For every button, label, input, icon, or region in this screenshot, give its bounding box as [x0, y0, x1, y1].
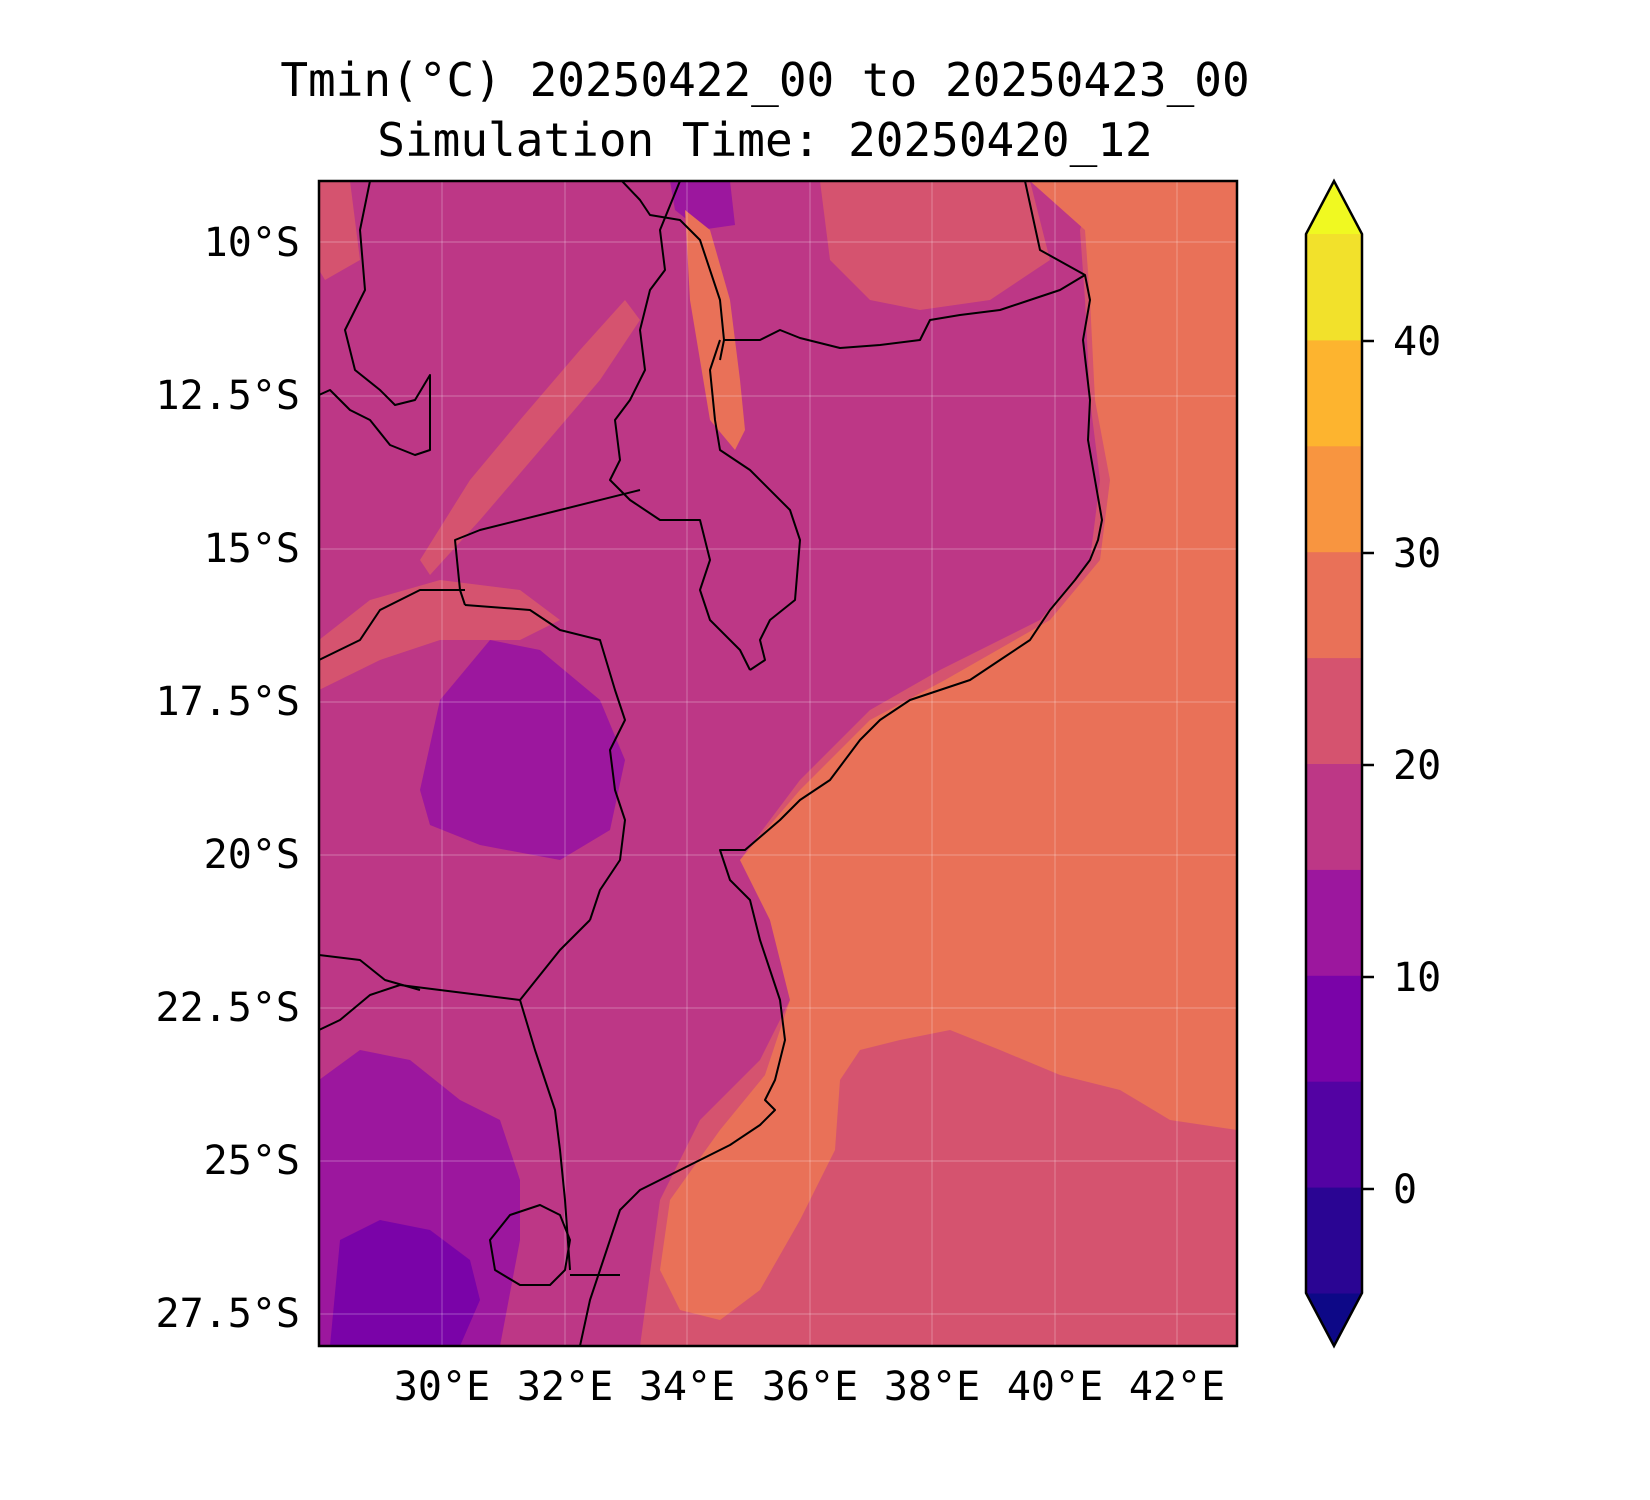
colorbar-extend-high — [1306, 181, 1362, 234]
country-borders — [319, 181, 1103, 1346]
colorbar-extend-low — [1306, 1293, 1362, 1346]
colorbar-segment — [1306, 1187, 1362, 1294]
colorbar-segment — [1306, 657, 1362, 764]
lon-ticks: 30°E 32°E 34°E 36°E 38°E 40°E 42°E — [394, 1364, 1225, 1410]
coastline — [579, 181, 1103, 1346]
colorbar-segment — [1306, 1081, 1362, 1188]
lat-tick-label: 15°S — [204, 526, 300, 572]
cold-region-south — [330, 1220, 480, 1346]
colorbar: 0 10 20 30 40 — [1304, 178, 1441, 1349]
lat-tick-label: 17.5°S — [156, 679, 301, 725]
lon-tick-label: 34°E — [639, 1364, 735, 1410]
lon-tick-label: 32°E — [517, 1364, 613, 1410]
colorbar-tick-label: 10 — [1393, 955, 1441, 1001]
colorbar-segment — [1306, 763, 1362, 870]
colorbar-tick-label: 30 — [1393, 531, 1441, 577]
lat-tick-label: 10°S — [204, 220, 300, 266]
border-botswana — [319, 954, 421, 991]
border-zambia-drc — [319, 181, 431, 456]
lon-tick-label: 30°E — [394, 1364, 490, 1410]
gridlines — [319, 181, 1237, 1346]
colorbar-segment — [1306, 551, 1362, 659]
border-sa-mozambique — [519, 999, 571, 1271]
lat-tick-label: 25°S — [204, 1138, 300, 1184]
lon-tick-label: 36°E — [762, 1364, 858, 1410]
border-zambia-mozambique — [454, 489, 641, 606]
colorbar-labels: 0 10 20 30 40 — [1393, 319, 1441, 1213]
lat-tick-label: 27.5°S — [156, 1291, 301, 1337]
plot-subtitle: Simulation Time: 20250420_12 — [377, 113, 1153, 167]
cool-region-zimbabwe — [420, 640, 625, 860]
border-eswatini — [489, 1204, 571, 1286]
colorbar-segment — [1306, 445, 1362, 553]
colorbar-ticks — [1362, 339, 1374, 1191]
border-tanzania-malawi — [621, 181, 725, 341]
lake-malawi-warm — [685, 210, 745, 450]
border-zimbabwe-mozambique — [464, 604, 626, 921]
border-tanzania-mozambique — [719, 274, 1086, 361]
lon-tick-label: 42°E — [1129, 1364, 1225, 1410]
colorbar-segments — [1306, 181, 1362, 1346]
colorbar-tick-label: 40 — [1393, 319, 1441, 365]
plot-title: Tmin(°C) 20250422_00 to 20250423_00 — [280, 53, 1250, 107]
colorbar-segment — [1306, 975, 1362, 1082]
colorbar-segment — [1306, 234, 1362, 341]
lat-tick-label: 20°S — [204, 832, 300, 878]
lon-tick-label: 38°E — [884, 1364, 980, 1410]
colorbar-segment — [1306, 339, 1362, 447]
warm-region-nw-tanzania — [820, 181, 1050, 310]
border-malawi-west — [609, 181, 751, 671]
colorbar-tick-label: 20 — [1393, 743, 1441, 789]
border-malawi-mozambique — [709, 339, 801, 671]
warm-region-west — [319, 181, 360, 280]
lat-ticks: 10°S 12.5°S 15°S 17.5°S 20°S 22.5°S 25°S… — [156, 220, 301, 1337]
lat-tick-label: 22.5°S — [156, 985, 301, 1031]
warm-streak-luangwa — [420, 300, 640, 575]
colorbar-segment — [1306, 869, 1362, 976]
colorbar-tick-label: 0 — [1393, 1167, 1417, 1213]
border-zambia-zimbabwe — [319, 589, 465, 661]
map-field — [319, 181, 1237, 1346]
border-zimbabwe-sa — [319, 919, 591, 1031]
lat-tick-label: 12.5°S — [156, 373, 301, 419]
ocean-warm — [660, 181, 1237, 1320]
colorbar-outline — [1304, 178, 1364, 1349]
map-frame — [317, 179, 1239, 1348]
lon-tick-label: 40°E — [1007, 1364, 1103, 1410]
